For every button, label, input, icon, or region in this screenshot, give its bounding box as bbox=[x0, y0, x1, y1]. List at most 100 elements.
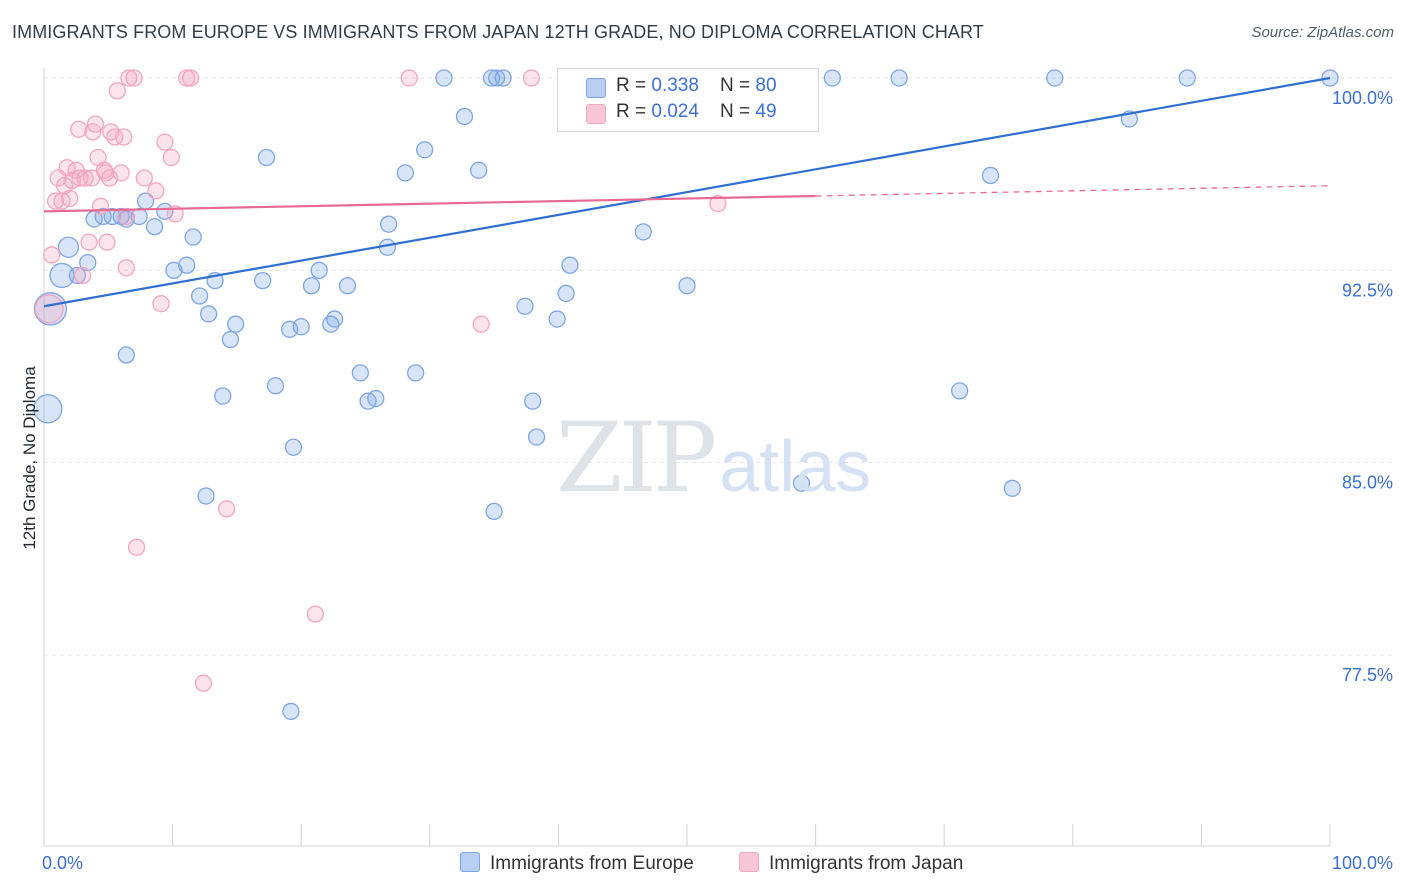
japan-point bbox=[400, 69, 418, 87]
japan-point bbox=[152, 295, 170, 313]
y-tick-label: 100.0% bbox=[1332, 88, 1393, 108]
europe-point bbox=[981, 166, 1000, 185]
grid-lines bbox=[44, 77, 1396, 656]
japan-point bbox=[120, 69, 138, 87]
japan-point bbox=[127, 538, 146, 556]
europe-point bbox=[282, 702, 300, 721]
japan-n-label: N = bbox=[720, 101, 756, 122]
europe-point bbox=[561, 256, 579, 274]
europe-point bbox=[407, 364, 425, 382]
japan-point bbox=[115, 128, 133, 146]
europe-point bbox=[197, 487, 215, 505]
europe-point bbox=[156, 202, 174, 221]
europe-point bbox=[524, 392, 542, 410]
trend-lines bbox=[43, 76, 1331, 308]
europe-point bbox=[94, 207, 112, 226]
europe-point bbox=[416, 141, 434, 159]
japan-point bbox=[73, 266, 92, 285]
europe-point bbox=[950, 382, 969, 400]
europe-point bbox=[253, 271, 272, 290]
europe-point bbox=[678, 277, 696, 295]
axes bbox=[43, 68, 1331, 847]
japan-point bbox=[80, 233, 98, 251]
x-tick-label-max: 100.0% bbox=[1332, 853, 1393, 873]
japan-point bbox=[306, 605, 324, 623]
japan-point bbox=[147, 182, 165, 200]
japan-point bbox=[43, 246, 61, 264]
legend-europe-label: Immigrants from Europe bbox=[490, 853, 694, 874]
europe-point bbox=[103, 207, 121, 226]
europe-point bbox=[292, 318, 310, 336]
europe-stats: R = 0.338 N = 80 bbox=[616, 75, 777, 97]
japan-point bbox=[108, 82, 126, 100]
europe-point bbox=[184, 228, 202, 246]
legend-japan-swatch bbox=[739, 852, 759, 872]
chart-title: IMMIGRANTS FROM EUROPE VS IMMIGRANTS FRO… bbox=[12, 22, 984, 42]
europe-trend-line bbox=[43, 76, 1331, 308]
japan-point bbox=[125, 69, 143, 87]
japan-point bbox=[86, 115, 105, 133]
japan-r-label: R = bbox=[616, 101, 652, 122]
japan-point bbox=[34, 294, 64, 324]
x-tick-label-min: 0.0% bbox=[42, 853, 83, 873]
japan-point bbox=[117, 259, 135, 277]
japan-point bbox=[217, 500, 236, 518]
japan-point bbox=[166, 205, 184, 223]
europe-point bbox=[178, 256, 196, 274]
legend-item-japan: Immigrants from Japan bbox=[739, 852, 963, 875]
europe-point bbox=[338, 277, 357, 295]
europe-point bbox=[485, 502, 503, 521]
europe-point bbox=[284, 438, 303, 456]
europe-point bbox=[435, 69, 453, 87]
japan-trend-line bbox=[43, 194, 816, 213]
y-tick-label: 77.5% bbox=[1342, 665, 1393, 685]
japan-point bbox=[106, 128, 124, 146]
europe-point bbox=[165, 261, 183, 279]
japan-stats: R = 0.024 N = 49 bbox=[616, 101, 777, 123]
japan-point bbox=[522, 69, 541, 87]
japan-point bbox=[112, 164, 130, 182]
europe-point bbox=[310, 261, 328, 279]
japan-point bbox=[472, 315, 490, 333]
europe-r-label: R = bbox=[616, 75, 652, 96]
europe-point bbox=[367, 389, 385, 408]
legend-japan-label: Immigrants from Japan bbox=[769, 853, 964, 874]
europe-point bbox=[1046, 69, 1064, 87]
japan-point bbox=[194, 674, 213, 692]
japan-point bbox=[91, 197, 110, 215]
europe-point bbox=[57, 236, 80, 258]
europe-point bbox=[33, 394, 63, 424]
europe-r-value: 0.338 bbox=[651, 75, 699, 96]
europe-point bbox=[1178, 69, 1196, 87]
europe-point bbox=[516, 297, 534, 315]
europe-point bbox=[455, 107, 474, 126]
europe-point bbox=[557, 284, 575, 303]
europe-point bbox=[199, 305, 218, 323]
japan-point bbox=[98, 233, 116, 251]
europe-point bbox=[190, 287, 209, 305]
europe-n-label: N = bbox=[720, 75, 756, 96]
europe-point bbox=[396, 164, 415, 182]
japan-point bbox=[709, 195, 727, 213]
europe-n-value: 80 bbox=[755, 75, 777, 96]
y-tick-label: 85.0% bbox=[1342, 473, 1393, 493]
europe-point bbox=[68, 266, 87, 285]
europe-point bbox=[266, 377, 285, 395]
japan-n-value: 49 bbox=[755, 101, 777, 122]
europe-point bbox=[221, 330, 240, 349]
europe-point bbox=[823, 69, 841, 87]
legend-europe-swatch bbox=[460, 852, 480, 872]
japan-point bbox=[61, 189, 79, 208]
y-tick-label: 92.5% bbox=[1342, 280, 1393, 300]
europe-point bbox=[1003, 479, 1022, 497]
europe-point bbox=[257, 148, 276, 167]
europe-point bbox=[351, 364, 370, 382]
japan-point bbox=[162, 148, 180, 167]
japan-swatch bbox=[586, 104, 606, 124]
europe-point bbox=[226, 315, 245, 333]
europe-point bbox=[634, 223, 652, 241]
europe-point bbox=[79, 253, 97, 272]
japan-point bbox=[178, 69, 196, 87]
europe-point bbox=[302, 277, 321, 295]
